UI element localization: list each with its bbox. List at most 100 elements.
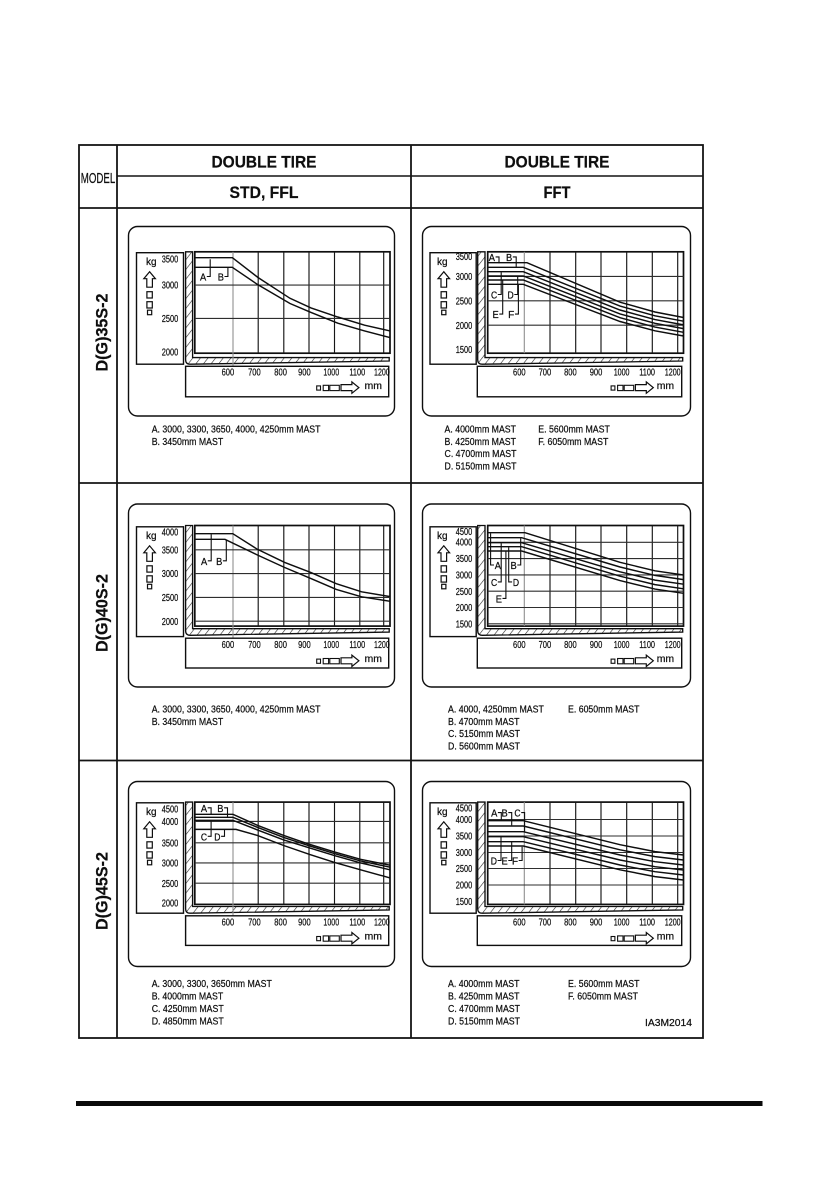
svg-text:D. 4850mm MAST: D. 4850mm MAST xyxy=(152,1016,224,1027)
svg-text:3000: 3000 xyxy=(162,569,179,580)
svg-text:900: 900 xyxy=(590,917,603,928)
svg-text:D. 5150mm MAST: D. 5150mm MAST xyxy=(445,462,517,473)
svg-text:mm: mm xyxy=(365,653,383,665)
svg-text:600: 600 xyxy=(513,917,526,928)
svg-text:900: 900 xyxy=(298,640,311,651)
svg-text:1000: 1000 xyxy=(614,640,630,651)
svg-text:1500: 1500 xyxy=(456,619,473,630)
svg-text:A. 3000, 3300, 3650, 4000, 425: A. 3000, 3300, 3650, 4000, 4250mm MAST xyxy=(152,704,321,715)
svg-text:mm: mm xyxy=(657,931,675,943)
svg-text:4000: 4000 xyxy=(456,537,473,548)
svg-text:1000: 1000 xyxy=(323,917,339,928)
svg-text:DOUBLE TIRE: DOUBLE TIRE xyxy=(212,153,317,172)
svg-text:mm: mm xyxy=(657,380,675,392)
svg-text:mm: mm xyxy=(657,653,675,665)
svg-text:E. 5600mm MAST: E. 5600mm MAST xyxy=(568,979,640,990)
svg-text:D(G)35S-2: D(G)35S-2 xyxy=(93,294,112,372)
svg-text:1100: 1100 xyxy=(639,640,655,651)
svg-text:B: B xyxy=(218,273,225,284)
svg-text:A: A xyxy=(495,561,502,572)
svg-text:E. 6050mm MAST: E. 6050mm MAST xyxy=(568,704,640,715)
svg-text:C: C xyxy=(201,832,207,843)
svg-text:1100: 1100 xyxy=(349,917,365,928)
svg-text:1100: 1100 xyxy=(639,367,655,378)
svg-text:DOUBLE TIRE: DOUBLE TIRE xyxy=(505,153,610,172)
svg-text:600: 600 xyxy=(513,640,526,651)
svg-text:E: E xyxy=(502,857,509,868)
svg-text:3000: 3000 xyxy=(456,272,473,283)
svg-text:B: B xyxy=(506,253,513,264)
svg-text:A. 3000, 3300, 3650, 4000, 425: A. 3000, 3300, 3650, 4000, 4250mm MAST xyxy=(152,424,321,435)
svg-text:D(G)45S-2: D(G)45S-2 xyxy=(93,852,112,930)
svg-text:2000: 2000 xyxy=(456,321,473,332)
svg-text:A: A xyxy=(201,804,208,815)
svg-text:4500: 4500 xyxy=(456,803,473,814)
svg-text:2000: 2000 xyxy=(162,617,179,628)
svg-text:kg: kg xyxy=(437,257,448,268)
svg-text:F: F xyxy=(512,857,518,868)
svg-text:3500: 3500 xyxy=(456,252,473,263)
svg-text:A. 4000mm MAST: A. 4000mm MAST xyxy=(448,979,520,990)
svg-text:C. 5150mm MAST: C. 5150mm MAST xyxy=(448,729,520,740)
svg-text:C: C xyxy=(491,291,497,302)
svg-text:MODEL: MODEL xyxy=(81,170,116,187)
svg-text:E: E xyxy=(493,310,500,321)
svg-text:A: A xyxy=(491,809,498,820)
svg-text:3500: 3500 xyxy=(162,255,179,266)
svg-text:B. 3450mm MAST: B. 3450mm MAST xyxy=(152,717,224,728)
svg-text:mm: mm xyxy=(365,931,383,943)
svg-text:700: 700 xyxy=(248,917,261,928)
svg-text:2500: 2500 xyxy=(162,593,179,604)
svg-text:4000: 4000 xyxy=(456,815,473,826)
svg-text:700: 700 xyxy=(539,367,552,378)
svg-text:900: 900 xyxy=(298,367,311,378)
svg-text:A. 4000mm MAST: A. 4000mm MAST xyxy=(445,424,517,435)
svg-text:E. 5600mm MAST: E. 5600mm MAST xyxy=(538,424,610,435)
svg-text:4000: 4000 xyxy=(162,817,179,828)
svg-text:F. 6050mm MAST: F. 6050mm MAST xyxy=(538,437,608,448)
svg-text:800: 800 xyxy=(274,917,287,928)
svg-text:1000: 1000 xyxy=(323,367,339,378)
svg-text:3000: 3000 xyxy=(162,281,179,292)
svg-text:1200: 1200 xyxy=(665,917,681,928)
svg-text:C. 4700mm MAST: C. 4700mm MAST xyxy=(445,449,517,460)
svg-text:B. 4700mm MAST: B. 4700mm MAST xyxy=(448,717,520,728)
svg-text:kg: kg xyxy=(146,807,157,818)
svg-text:2500: 2500 xyxy=(162,314,179,325)
svg-text:D. 5600mm MAST: D. 5600mm MAST xyxy=(448,742,520,753)
svg-text:1200: 1200 xyxy=(374,640,390,651)
svg-text:600: 600 xyxy=(222,917,235,928)
svg-text:600: 600 xyxy=(222,367,235,378)
svg-text:D: D xyxy=(513,578,519,589)
svg-text:kg: kg xyxy=(437,531,448,542)
svg-text:4500: 4500 xyxy=(162,804,179,815)
svg-text:D: D xyxy=(508,291,514,302)
svg-text:A. 4000, 4250mm MAST: A. 4000, 4250mm MAST xyxy=(448,704,544,715)
svg-text:2500: 2500 xyxy=(456,587,473,598)
svg-text:800: 800 xyxy=(274,367,287,378)
svg-text:kg: kg xyxy=(146,257,157,268)
svg-text:kg: kg xyxy=(437,807,448,818)
svg-text:kg: kg xyxy=(146,531,157,542)
svg-text:1200: 1200 xyxy=(665,640,681,651)
svg-text:900: 900 xyxy=(590,367,603,378)
svg-text:A: A xyxy=(489,253,496,264)
svg-text:B: B xyxy=(216,557,223,568)
svg-text:3000: 3000 xyxy=(162,859,179,870)
svg-text:3500: 3500 xyxy=(456,832,473,843)
svg-text:4500: 4500 xyxy=(456,527,473,538)
svg-text:B. 4250mm MAST: B. 4250mm MAST xyxy=(445,437,517,448)
svg-text:A. 3000, 3300, 3650mm MAST: A. 3000, 3300, 3650mm MAST xyxy=(152,979,272,990)
svg-text:3000: 3000 xyxy=(456,571,473,582)
svg-text:2500: 2500 xyxy=(456,864,473,875)
svg-text:1100: 1100 xyxy=(349,640,365,651)
svg-text:F: F xyxy=(508,310,514,321)
svg-text:1500: 1500 xyxy=(456,345,473,356)
svg-text:E: E xyxy=(496,594,503,605)
svg-text:1200: 1200 xyxy=(374,367,390,378)
svg-text:STD, FFL: STD, FFL xyxy=(230,183,299,202)
svg-text:1100: 1100 xyxy=(639,917,655,928)
svg-text:3000: 3000 xyxy=(456,848,473,859)
svg-text:1000: 1000 xyxy=(614,917,630,928)
svg-text:700: 700 xyxy=(248,640,261,651)
